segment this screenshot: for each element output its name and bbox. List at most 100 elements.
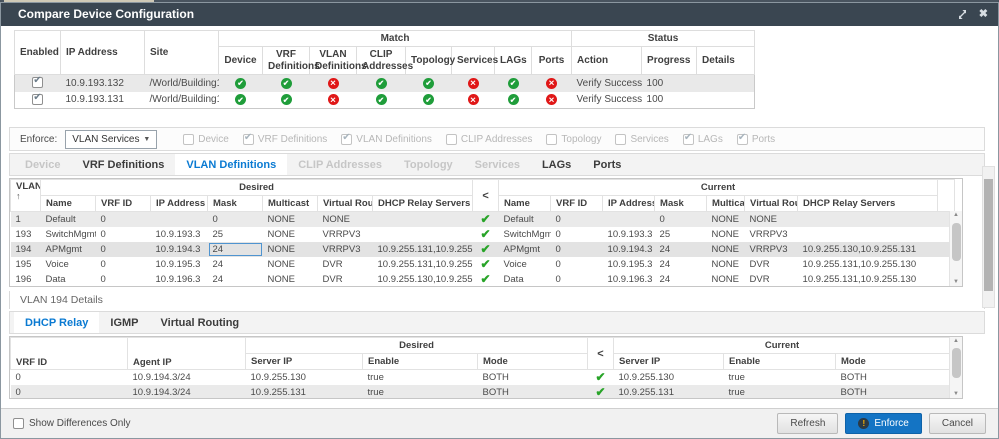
desired-multicast-cell[interactable]: NONE [263, 227, 318, 242]
tab-dhcp-relay[interactable]: DHCP Relay [14, 312, 99, 333]
current-mask-cell[interactable]: 24 [655, 257, 707, 272]
device-row[interactable]: 10.9.193.132 /World/Building1 Verify Suc… [15, 75, 755, 92]
current-dhcp-relay-cell[interactable]: 10.9.255.131,10.9.255.130 [798, 272, 938, 287]
scroll-down-icon[interactable]: ▼ [950, 391, 962, 397]
current-name-cell[interactable]: Voice [499, 257, 551, 272]
desired-mask-cell[interactable]: 24 [208, 272, 263, 287]
desired-virtual-routing-cell[interactable]: DVR [318, 272, 373, 287]
desired-ip-cell[interactable]: 10.9.193.3 [151, 227, 208, 242]
current-enable-cell[interactable]: true [724, 370, 836, 385]
vlan-id-cell[interactable]: 194 [11, 242, 41, 257]
cancel-button[interactable]: Cancel [929, 413, 986, 434]
vlan-row[interactable]: 1 Default 0 0 NONE NONE ✔ Default 0 0 NO… [11, 212, 955, 227]
current-dhcp-relay-cell[interactable] [798, 227, 938, 242]
dhcp-relay-row[interactable]: 0 10.9.194.3/24 10.9.255.130 true BOTH ✔… [11, 370, 951, 385]
current-vrf-id-cell[interactable]: 0 [551, 227, 603, 242]
desired-multicast-cell[interactable]: NONE [263, 242, 318, 257]
desired-name-cell[interactable]: APMgmt [41, 242, 96, 257]
current-ip-cell[interactable]: 10.9.193.3 [603, 227, 655, 242]
desired-virtual-routing-cell[interactable]: VRRPV3 [318, 242, 373, 257]
close-icon[interactable]: ✖ [979, 9, 988, 20]
scroll-up-icon[interactable]: ▲ [950, 212, 962, 218]
current-ip-cell[interactable] [603, 212, 655, 227]
current-server-ip-cell[interactable]: 10.9.255.131 [614, 385, 724, 400]
scrollbar-thumb[interactable] [952, 223, 961, 261]
vlan-row[interactable]: 193 SwitchMgmt 0 10.9.193.3 25 NONE VRRP… [11, 227, 955, 242]
desired-ip-cell[interactable]: 10.9.195.3 [151, 257, 208, 272]
desired-vrf-id-cell[interactable]: 0 [96, 272, 151, 287]
current-virtual-routing-cell[interactable]: DVR [745, 257, 798, 272]
desired-vrf-id-cell[interactable]: 0 [96, 242, 151, 257]
current-mask-cell[interactable]: 24 [655, 242, 707, 257]
desired-dhcp-relay-cell[interactable]: 10.9.255.131,10.9.255.130 [373, 257, 473, 272]
vlan-id-cell[interactable]: 1 [11, 212, 41, 227]
vlan-row[interactable]: 196 Data 0 10.9.196.3 24 NONE DVR 10.9.2… [11, 272, 955, 287]
vrf-id-cell[interactable]: 0 [11, 370, 128, 385]
current-virtual-routing-cell[interactable]: NONE [745, 212, 798, 227]
vrf-id-cell[interactable]: 0 [11, 385, 128, 400]
current-virtual-routing-cell[interactable]: VRRPV3 [745, 242, 798, 257]
vlan-row-selected[interactable]: 194 APMgmt 0 10.9.194.3 24 NONE VRRPV3 1… [11, 242, 955, 257]
tab-igmp[interactable]: IGMP [99, 312, 149, 333]
desired-mask-cell-focused[interactable]: 24 [208, 242, 263, 257]
current-name-cell[interactable]: SwitchMgmt [499, 227, 551, 242]
desired-mask-cell[interactable]: 0 [208, 212, 263, 227]
scroll-up-icon[interactable]: ▲ [950, 338, 962, 344]
current-multicast-cell[interactable]: NONE [707, 257, 745, 272]
current-name-cell[interactable]: Default [499, 212, 551, 227]
tab-ports[interactable]: Ports [582, 154, 632, 175]
tab-vrf-definitions[interactable]: VRF Definitions [71, 154, 175, 175]
tab-virtual-routing[interactable]: Virtual Routing [150, 312, 251, 333]
current-multicast-cell[interactable]: NONE [707, 242, 745, 257]
desired-name-cell[interactable]: Voice [41, 257, 96, 272]
current-ip-cell[interactable]: 10.9.194.3 [603, 242, 655, 257]
refresh-button[interactable]: Refresh [777, 413, 838, 434]
current-mask-cell[interactable]: 0 [655, 212, 707, 227]
desired-server-ip-cell[interactable]: 10.9.255.131 [246, 385, 363, 400]
desired-name-cell[interactable]: SwitchMgmt [41, 227, 96, 242]
current-vrf-id-cell[interactable]: 0 [551, 257, 603, 272]
current-vrf-id-cell[interactable]: 0 [551, 242, 603, 257]
desired-mode-cell[interactable]: BOTH [478, 370, 588, 385]
vlan-id-cell[interactable]: 195 [11, 257, 41, 272]
desired-dhcp-relay-cell[interactable] [373, 212, 473, 227]
agent-ip-cell[interactable]: 10.9.194.3/24 [128, 385, 246, 400]
current-mask-cell[interactable]: 25 [655, 227, 707, 242]
enforce-button[interactable]: !Enforce [845, 413, 921, 434]
desired-mask-cell[interactable]: 24 [208, 257, 263, 272]
vlan-id-cell[interactable]: 196 [11, 272, 41, 287]
desired-enable-cell[interactable]: true [363, 370, 478, 385]
agent-ip-cell[interactable]: 10.9.194.3/24 [128, 370, 246, 385]
dhcp-grid-scrollbar[interactable]: ▲ ▼ [949, 337, 962, 398]
desired-mask-cell[interactable]: 25 [208, 227, 263, 242]
scroll-down-icon[interactable]: ▼ [950, 279, 962, 285]
tab-lags[interactable]: LAGs [531, 154, 582, 175]
desired-virtual-routing-cell[interactable]: DVR [318, 257, 373, 272]
enabled-checkbox[interactable] [32, 77, 43, 88]
desired-multicast-cell[interactable]: NONE [263, 272, 318, 287]
page-scrollbar[interactable] [982, 166, 995, 308]
enabled-checkbox[interactable] [32, 94, 43, 105]
desired-vrf-id-cell[interactable]: 0 [96, 227, 151, 242]
tab-vlan-definitions[interactable]: VLAN Definitions [175, 154, 287, 175]
current-dhcp-relay-cell[interactable]: 10.9.255.130,10.9.255.131 [798, 242, 938, 257]
scrollbar-thumb[interactable] [984, 179, 993, 291]
current-mask-cell[interactable]: 24 [655, 272, 707, 287]
desired-mode-cell[interactable]: BOTH [478, 385, 588, 400]
desired-dhcp-relay-cell[interactable]: 10.9.255.131,10.9.255.130 [373, 242, 473, 257]
desired-ip-cell[interactable]: 10.9.196.3 [151, 272, 208, 287]
desired-ip-cell[interactable]: 10.9.194.3 [151, 242, 208, 257]
desired-ip-cell[interactable] [151, 212, 208, 227]
desired-name-cell[interactable]: Data [41, 272, 96, 287]
desired-virtual-routing-cell[interactable]: VRRPV3 [318, 227, 373, 242]
current-dhcp-relay-cell[interactable] [798, 212, 938, 227]
current-name-cell[interactable]: APMgmt [499, 242, 551, 257]
enforce-mode-dropdown[interactable]: VLAN Services ▼ [65, 130, 157, 149]
vlan-row[interactable]: 195 Voice 0 10.9.195.3 24 NONE DVR 10.9.… [11, 257, 955, 272]
current-dhcp-relay-cell[interactable]: 10.9.255.131,10.9.255.130 [798, 257, 938, 272]
desired-dhcp-relay-cell[interactable] [373, 227, 473, 242]
current-vrf-id-cell[interactable]: 0 [551, 212, 603, 227]
desired-multicast-cell[interactable]: NONE [263, 257, 318, 272]
desired-enable-cell[interactable]: true [363, 385, 478, 400]
vlan-id-cell[interactable]: 193 [11, 227, 41, 242]
